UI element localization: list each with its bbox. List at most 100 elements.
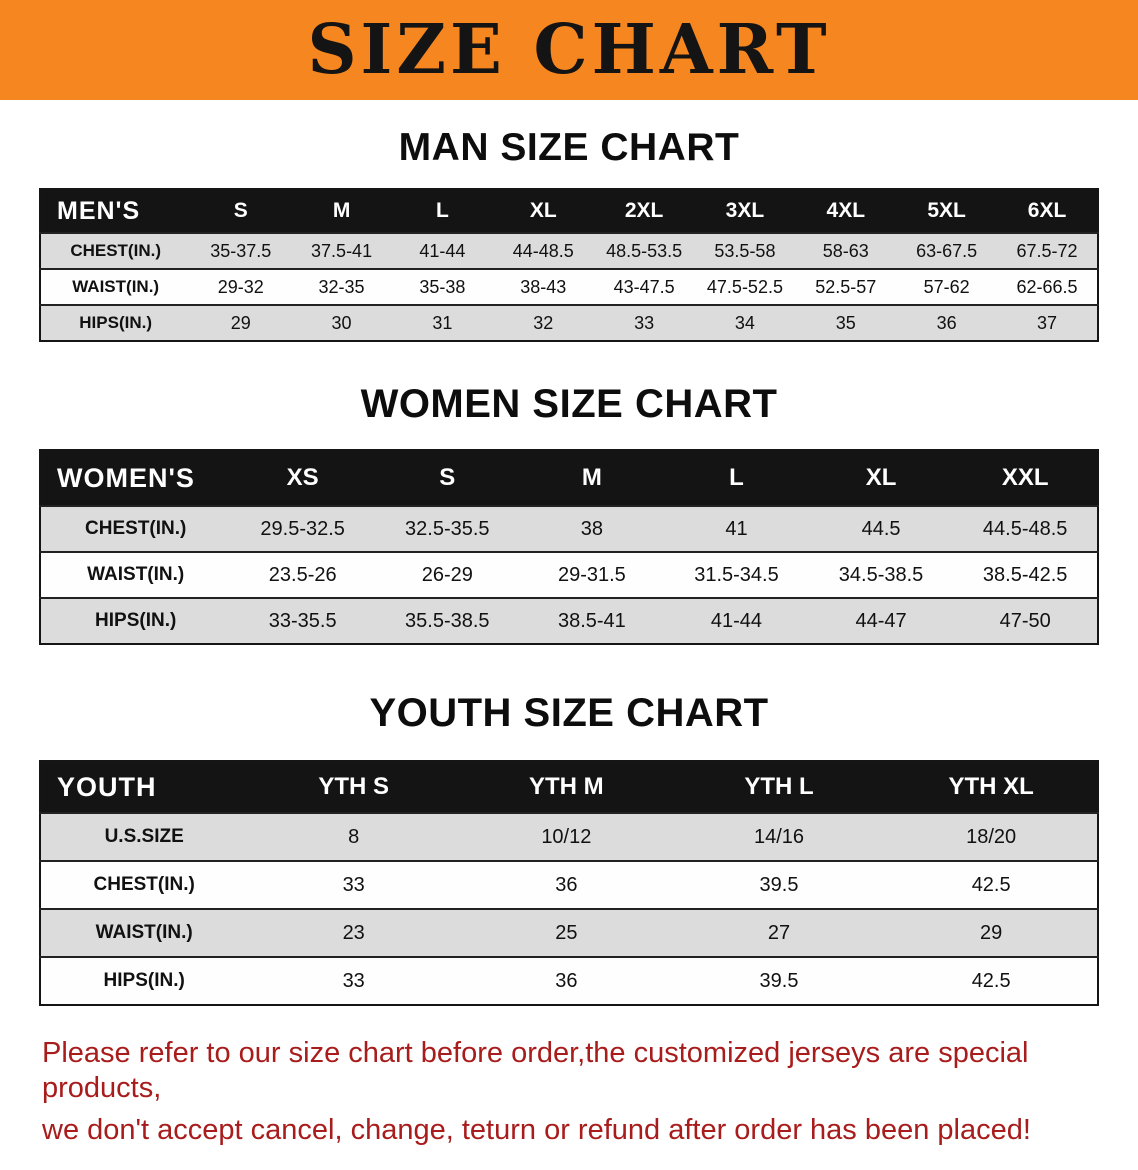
size-column-header: XL [492, 189, 594, 233]
size-column-header: 4XL [795, 189, 897, 233]
size-cell: 33 [593, 304, 695, 341]
men-table-title: MEN'S [40, 189, 191, 233]
row-label: WAIST(IN.) [40, 268, 191, 305]
table-row: WAIST(IN.) 29-32 32-35 35-38 38-43 43-47… [40, 268, 1098, 305]
size-cell: 47-50 [953, 597, 1098, 644]
size-cell: 33 [247, 860, 461, 909]
size-cell: 44-47 [808, 597, 954, 644]
size-cell: 63-67.5 [896, 232, 998, 269]
size-cell: 36 [896, 304, 998, 341]
youth-section-heading: YOUTH SIZE CHART [369, 691, 769, 735]
size-cell: 41 [664, 505, 809, 552]
youth-table-title: YOUTH [40, 761, 248, 813]
size-cell: 35-38 [391, 268, 493, 305]
table-row: CHEST(IN.) 33 36 39.5 42.5 [40, 860, 1098, 909]
table-row: CHEST(IN.) 35-37.5 37.5-41 41-44 44-48.5… [40, 232, 1098, 269]
size-cell: 23 [247, 908, 461, 957]
size-cell: 35-37.5 [190, 232, 292, 269]
size-cell: 23.5-26 [230, 551, 375, 598]
row-label: HIPS(IN.) [40, 597, 231, 644]
size-cell: 44.5-48.5 [953, 505, 1098, 552]
banner: SIZE CHART [0, 0, 1138, 100]
size-cell: 32-35 [291, 268, 392, 305]
size-cell: 29-31.5 [519, 551, 665, 598]
size-cell: 33 [247, 956, 461, 1005]
size-cell: 38 [519, 505, 665, 552]
size-cell: 29.5-32.5 [230, 505, 375, 552]
size-cell: 58-63 [795, 232, 897, 269]
size-column-header: L [391, 189, 493, 233]
size-cell: 35 [795, 304, 897, 341]
size-cell: 34 [694, 304, 796, 341]
size-cell: 41-44 [391, 232, 493, 269]
row-label: HIPS(IN.) [40, 304, 191, 341]
size-cell: 31.5-34.5 [664, 551, 809, 598]
size-cell: 48.5-53.5 [593, 232, 695, 269]
size-cell: 36 [460, 956, 673, 1005]
row-label: HIPS(IN.) [40, 956, 248, 1005]
size-column-header: YTH L [672, 761, 886, 813]
size-column-header: L [664, 450, 809, 506]
table-row: HIPS(IN.) 29 30 31 32 33 34 35 36 37 [40, 304, 1098, 341]
men-size-table: MEN'S S M L XL 2XL 3XL 4XL 5XL 6XL CHEST… [39, 188, 1099, 342]
size-cell: 34.5-38.5 [808, 551, 954, 598]
banner-title: SIZE CHART [307, 10, 831, 90]
table-row: HIPS(IN.) 33-35.5 35.5-38.5 38.5-41 41-4… [40, 597, 1098, 644]
size-column-header: XS [230, 450, 375, 506]
size-column-header: M [291, 189, 392, 233]
size-column-header: 3XL [694, 189, 796, 233]
size-cell: 43-47.5 [593, 268, 695, 305]
size-cell: 29-32 [190, 268, 292, 305]
table-row: WAIST(IN.) 23.5-26 26-29 29-31.5 31.5-34… [40, 551, 1098, 598]
disclaimer: Please refer to our size chart before or… [42, 1036, 1096, 1148]
size-cell: 8 [247, 812, 461, 861]
size-column-header: 2XL [593, 189, 695, 233]
size-cell: 52.5-57 [795, 268, 897, 305]
table-row: HIPS(IN.) 33 36 39.5 42.5 [40, 956, 1098, 1005]
women-header-row: WOMEN'S XS S M L XL XXL [40, 450, 1098, 506]
size-cell: 10/12 [460, 812, 673, 861]
size-cell: 25 [460, 908, 673, 957]
size-cell: 44-48.5 [492, 232, 594, 269]
size-cell: 37.5-41 [291, 232, 392, 269]
size-cell: 39.5 [672, 860, 886, 909]
row-label: U.S.SIZE [40, 812, 248, 861]
women-section-heading: WOMEN SIZE CHART [360, 382, 778, 426]
size-cell: 33-35.5 [230, 597, 375, 644]
size-cell: 37 [997, 304, 1098, 341]
size-cell: 42.5 [885, 956, 1098, 1005]
table-row: WAIST(IN.) 23 25 27 29 [40, 908, 1098, 957]
size-cell: 14/16 [672, 812, 886, 861]
disclaimer-line-2: we don't accept cancel, change, teturn o… [42, 1113, 1031, 1146]
size-cell: 38.5-41 [519, 597, 665, 644]
size-cell: 26-29 [374, 551, 520, 598]
size-cell: 27 [672, 908, 886, 957]
size-cell: 57-62 [896, 268, 998, 305]
size-column-header: XXL [953, 450, 1098, 506]
size-cell: 35.5-38.5 [374, 597, 520, 644]
size-cell: 38-43 [492, 268, 594, 305]
size-cell: 44.5 [808, 505, 954, 552]
size-cell: 32 [492, 304, 594, 341]
size-cell: 41-44 [664, 597, 809, 644]
size-column-header: 6XL [997, 189, 1098, 233]
row-label: CHEST(IN.) [40, 232, 191, 269]
size-column-header: S [190, 189, 292, 233]
size-cell: 53.5-58 [694, 232, 796, 269]
row-label: WAIST(IN.) [40, 908, 248, 957]
size-column-header: YTH M [460, 761, 673, 813]
size-column-header: YTH XL [885, 761, 1098, 813]
row-label: CHEST(IN.) [40, 860, 248, 909]
size-cell: 29 [885, 908, 1098, 957]
women-size-table: WOMEN'S XS S M L XL XXL CHEST(IN.) 29.5-… [39, 449, 1099, 645]
youth-size-table: YOUTH YTH S YTH M YTH L YTH XL U.S.SIZE … [39, 760, 1099, 1006]
size-cell: 67.5-72 [997, 232, 1098, 269]
size-cell: 31 [391, 304, 493, 341]
table-row: CHEST(IN.) 29.5-32.5 32.5-35.5 38 41 44.… [40, 505, 1098, 552]
size-cell: 42.5 [885, 860, 1098, 909]
size-cell: 38.5-42.5 [953, 551, 1098, 598]
row-label: WAIST(IN.) [40, 551, 231, 598]
size-column-header: XL [808, 450, 954, 506]
size-column-header: S [374, 450, 520, 506]
